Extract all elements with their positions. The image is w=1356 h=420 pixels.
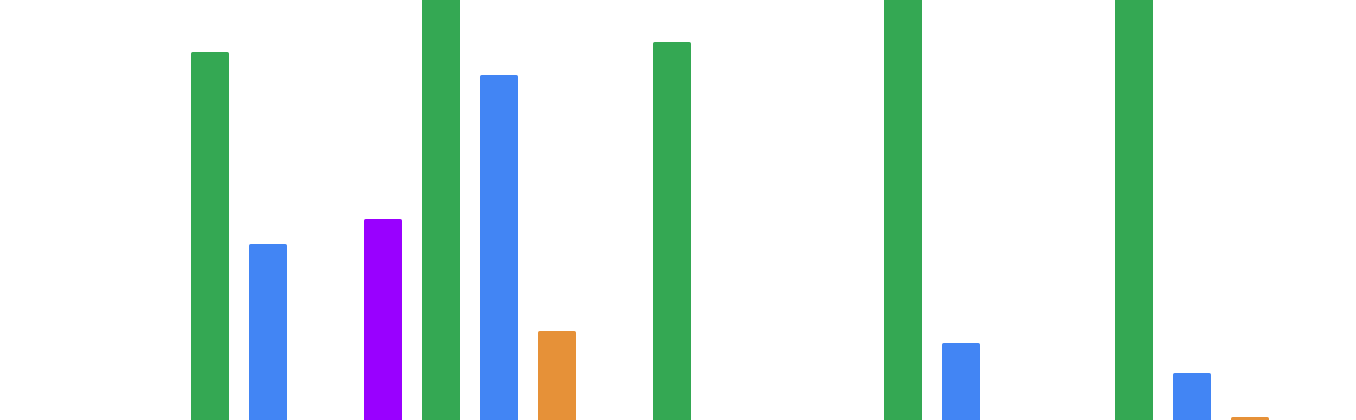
bar	[1173, 373, 1211, 420]
bar	[480, 75, 518, 420]
bar	[249, 244, 287, 420]
bar	[191, 52, 229, 420]
bar	[364, 219, 402, 420]
bar	[422, 0, 460, 420]
bar	[1115, 0, 1153, 420]
bar	[538, 331, 576, 420]
bar	[1231, 417, 1269, 420]
bar	[942, 343, 980, 420]
bar	[884, 0, 922, 420]
bar	[653, 42, 691, 420]
